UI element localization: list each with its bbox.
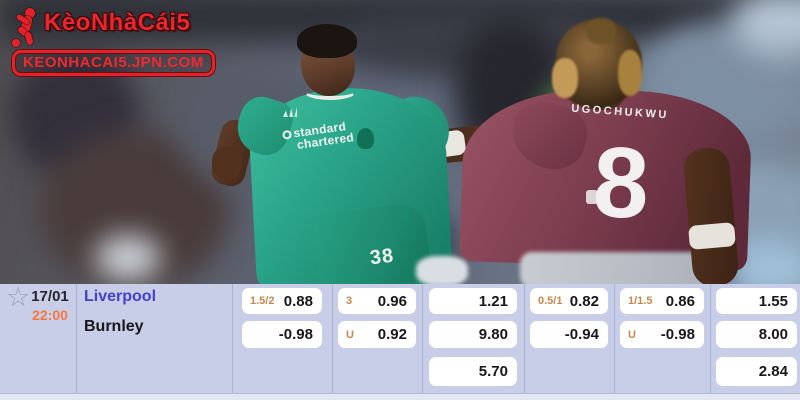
away-player-hair: [618, 50, 642, 96]
odds-cell-fh-over[interactable]: 1/1.5 0.86: [620, 288, 704, 314]
home-player-hand: [212, 146, 242, 180]
odds-value: 2.84: [758, 363, 788, 380]
away-player-hair: [586, 18, 616, 44]
under-label: U: [628, 328, 636, 341]
footballer-icon: [12, 8, 42, 47]
odds-value: 8.00: [758, 326, 788, 343]
match-date: 17/01: [31, 288, 69, 305]
odds-cell-fh-handicap-home[interactable]: 0.5/1 0.82: [530, 288, 608, 314]
site-logo-title: KèoNhàCái5: [44, 9, 191, 36]
odds-value: 0.96: [377, 292, 407, 310]
home-player-number: 38: [368, 244, 396, 270]
odds-cell-fh-1x2-home[interactable]: 1.55: [716, 288, 797, 314]
column-divider: [524, 284, 525, 393]
home-player-shorts: [311, 201, 433, 284]
odds-value: 0.82: [569, 292, 599, 310]
match-photo: UGOCHUKWU 8 standard chartered 38 KèoN: [0, 0, 800, 284]
odds-value: 9.80: [478, 326, 508, 343]
odds-value: -0.98: [660, 326, 695, 343]
goal-line: 1/1.5: [628, 295, 653, 307]
home-team-name[interactable]: Liverpool: [84, 288, 157, 305]
handicap-line: 1.5/2: [250, 295, 275, 307]
column-divider: [76, 284, 77, 393]
away-team-name[interactable]: Burnley: [84, 318, 144, 335]
away-player-hair: [552, 58, 578, 98]
premier-league-badge: [586, 190, 598, 204]
odds-cell-ft-1x2-draw[interactable]: 5.70: [429, 357, 517, 386]
odds-value: 5.70: [478, 363, 508, 380]
favorite-star-icon[interactable]: ☆: [6, 282, 31, 313]
odds-table: ☆ 17/01 22:00 Liverpool Burnley 1.5/2 0.…: [0, 282, 800, 400]
match-time: 22:00: [32, 307, 68, 323]
odds-cell-ft-handicap-away[interactable]: -0.98: [242, 321, 322, 348]
odds-cell-fh-1x2-draw[interactable]: 2.84: [716, 357, 797, 386]
goal-line: 3: [346, 295, 353, 307]
odds-cell-fh-handicap-away[interactable]: -0.94: [530, 321, 608, 348]
column-divider: [710, 284, 711, 393]
odds-value: 1.55: [758, 292, 788, 310]
away-player-number: 8: [591, 126, 651, 240]
away-player-wristband: [688, 222, 736, 250]
odds-value: -0.98: [278, 326, 313, 343]
under-label: U: [346, 328, 354, 341]
odds-value: -0.94: [564, 326, 599, 343]
club-crest: [357, 128, 374, 149]
odds-value: 0.86: [665, 292, 695, 310]
odds-value: 0.88: [283, 292, 313, 310]
odds-cell-ft-over[interactable]: 3 0.96: [338, 288, 416, 314]
column-divider: [232, 284, 233, 393]
column-divider: [332, 284, 333, 393]
odds-cell-ft-1x2-away[interactable]: 9.80: [429, 321, 517, 348]
site-domain-badge: KEONHACAI5.JPN.COM: [12, 50, 215, 76]
home-player-hair: [297, 24, 357, 58]
odds-cell-fh-1x2-away[interactable]: 8.00: [716, 321, 797, 348]
sponsor-mark-icon: [281, 129, 293, 140]
column-divider: [614, 284, 615, 393]
column-divider: [422, 284, 423, 393]
crowd-blob: [95, 235, 161, 281]
odds-cell-fh-under[interactable]: U -0.98: [620, 321, 704, 348]
odds-value: 1.21: [478, 292, 508, 310]
odds-value: 0.92: [377, 326, 407, 343]
home-player-collar: [304, 84, 356, 100]
next-match-row: [0, 393, 800, 400]
odds-cell-ft-handicap-home[interactable]: 1.5/2 0.88: [242, 288, 322, 314]
handicap-line: 0.5/1: [538, 295, 563, 307]
odds-cell-ft-under[interactable]: U 0.92: [338, 321, 416, 348]
site-logo: KèoNhàCái5 KEONHACAI5.JPN.COM: [12, 8, 215, 76]
odds-cell-ft-1x2-home[interactable]: 1.21: [429, 288, 517, 314]
white-sock: [416, 256, 468, 284]
